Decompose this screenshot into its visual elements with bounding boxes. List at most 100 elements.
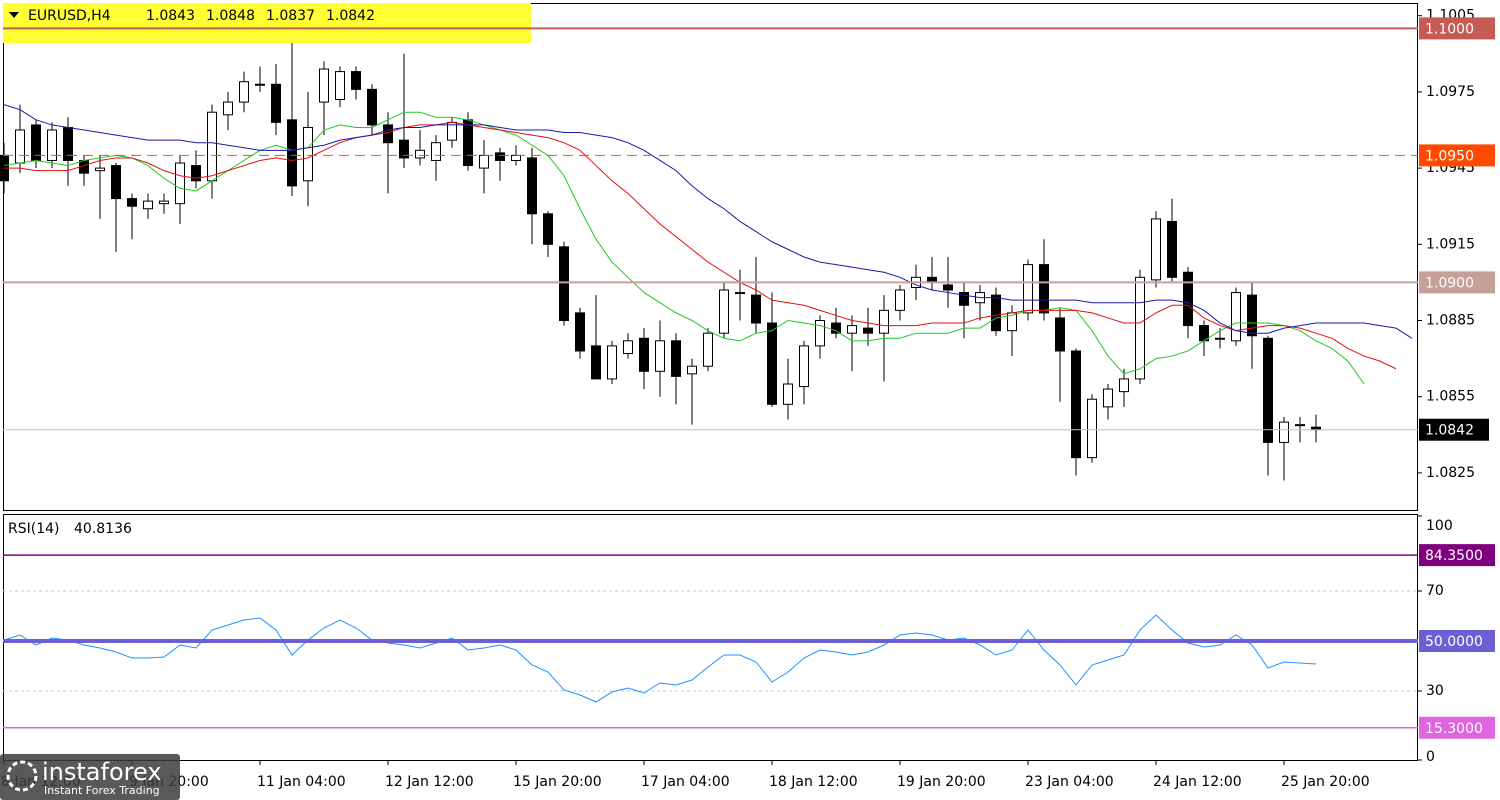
candle-body (143, 200, 153, 210)
level-label: 84.3500 (1425, 548, 1483, 564)
candle-body (575, 312, 585, 352)
candle-body (383, 124, 393, 144)
x-tick-label: 25 Jan 20:00 (1281, 774, 1370, 790)
candle-body (607, 345, 617, 380)
level-label-box (1419, 544, 1495, 567)
candle-body (463, 119, 473, 167)
candle-body (511, 154, 521, 161)
candle-body (1247, 294, 1257, 337)
candle-body (895, 289, 905, 311)
candle-body (319, 68, 329, 103)
candle-body (639, 337, 649, 372)
indicator-line (4, 121, 1397, 370)
candle-body (111, 165, 121, 200)
candle-body (47, 129, 57, 161)
candle-body (1167, 220, 1177, 278)
current-price-box (1419, 418, 1489, 441)
y-tick-label: 1.0825 (1426, 465, 1475, 481)
indicator-value: 40.8136 (74, 521, 132, 537)
candle-body (799, 345, 809, 388)
rsi-panel-frame (3, 514, 1418, 761)
x-tick-label: 24 Jan 12:00 (1153, 774, 1242, 790)
candle-body (863, 327, 873, 334)
candle-body (1103, 388, 1113, 408)
candle-body (751, 294, 761, 324)
candle-body (399, 139, 409, 159)
candle-body (527, 157, 537, 215)
candle-body (943, 284, 953, 291)
y-tick-label: 1.0915 (1426, 236, 1475, 252)
candle-body (1231, 292, 1241, 342)
symbol-label: EURUSD,H4 (28, 8, 111, 24)
level-label: 1.0900 (1425, 275, 1474, 291)
level-label-box (1419, 716, 1495, 739)
candle-body (287, 119, 297, 187)
level-label-box (1419, 144, 1495, 167)
candle-body (783, 383, 793, 405)
candle-body (687, 365, 697, 375)
indicator-line (3, 104, 1413, 339)
candle-body (767, 322, 777, 405)
candle-body (335, 71, 345, 101)
x-tick-label: 18 Jan 12:00 (769, 774, 858, 790)
candle-body (1023, 264, 1033, 314)
logo-tagline: Instant Forex Trading (44, 784, 160, 797)
indicator-line (3, 111, 1365, 385)
candle-body (959, 292, 969, 306)
candle-body (1087, 398, 1097, 459)
header-close: 1.0842 (326, 8, 375, 24)
candle-body (1055, 317, 1065, 352)
candle-body (815, 320, 825, 347)
x-tick-label: 17 Jan 04:00 (641, 774, 730, 790)
logo-icon (6, 760, 38, 792)
candle-body (991, 294, 1001, 332)
logo-box (0, 754, 180, 800)
candle-body (1295, 424, 1305, 427)
candle-body (207, 111, 217, 182)
candle-body (159, 200, 169, 205)
candle-body (255, 83, 265, 86)
candle-body (735, 292, 745, 295)
level-label: 15.3000 (1425, 721, 1483, 737)
candle-body (303, 126, 313, 182)
y-tick-label: 0 (1426, 749, 1435, 765)
candle-body (431, 142, 441, 161)
candle-body (703, 332, 713, 367)
candle-body (127, 198, 137, 207)
candle-body (847, 325, 857, 334)
level-label-box (1419, 630, 1495, 652)
candle-body (495, 152, 505, 161)
level-label-box (1419, 17, 1495, 40)
header-high: 1.0848 (206, 8, 255, 24)
candle-body (1119, 378, 1129, 393)
x-tick-label: 15 Jan 20:00 (513, 774, 602, 790)
level-label-box (1419, 271, 1495, 294)
current-price-label: 1.0842 (1425, 423, 1474, 439)
candle-body (479, 154, 489, 169)
candle-body (367, 88, 377, 126)
candle-body (831, 322, 841, 334)
main-panel-frame (3, 3, 1418, 511)
header-triangle (9, 12, 19, 18)
candle-body (591, 345, 601, 380)
y-tick-label: 1.0975 (1426, 84, 1475, 100)
candle-body (623, 340, 633, 355)
header-box (3, 3, 531, 43)
candle-body (719, 289, 729, 334)
candle-body (1263, 337, 1273, 443)
candle-body (1071, 350, 1081, 459)
candle-body (223, 101, 233, 116)
candle-body (1135, 276, 1145, 380)
x-tick-label: 11 Jan 04:00 (257, 774, 346, 790)
candle-body (559, 246, 569, 321)
y-tick-label: 1.0855 (1426, 389, 1475, 405)
candle-body (543, 213, 553, 245)
candle-body (1183, 271, 1193, 327)
candle-body (1215, 337, 1225, 340)
candle-body (175, 162, 185, 205)
logo-name: instaforex (42, 758, 162, 786)
indicator-title: RSI(14) (8, 521, 59, 537)
